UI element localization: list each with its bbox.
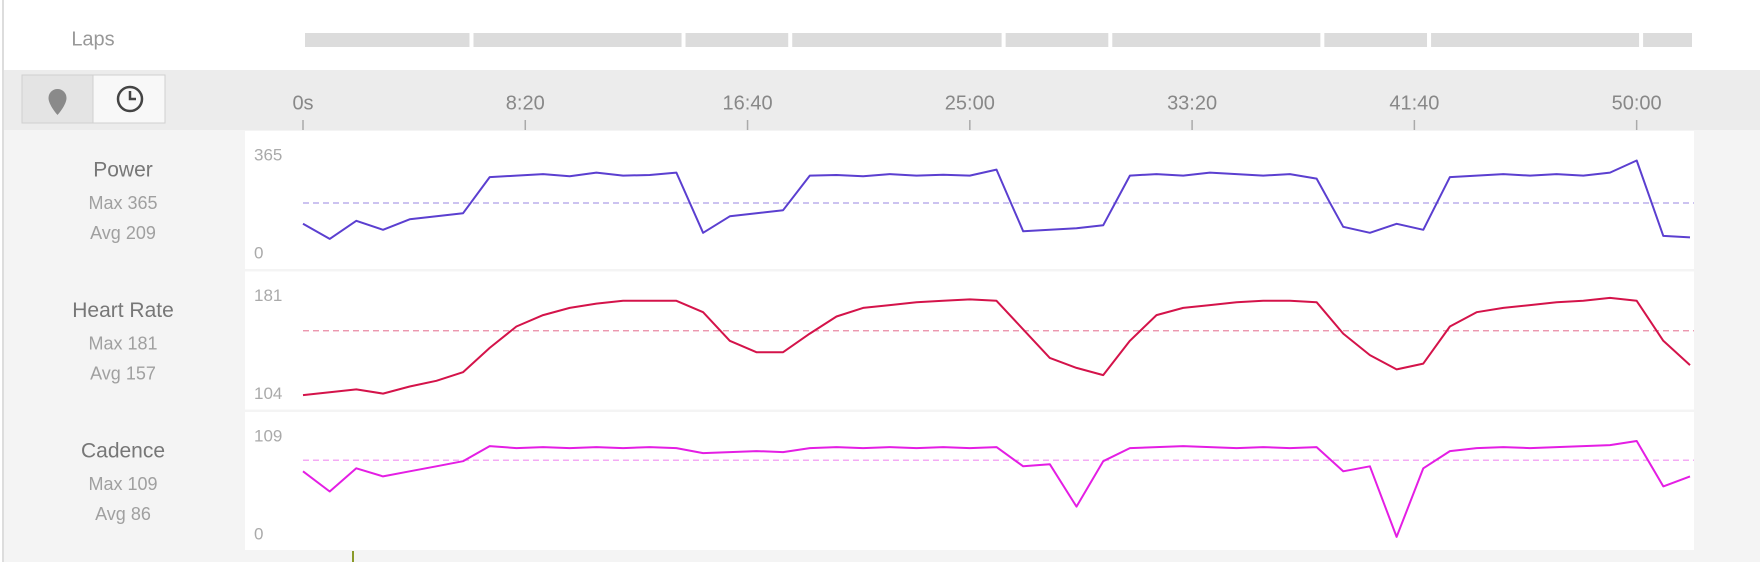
lap-segment [792,33,1002,47]
time-tick-label: 16:40 [723,92,773,114]
stat: Avg 157 [90,363,156,383]
stat-value: 86 [131,504,151,524]
y-tick-label: 181 [254,286,282,305]
lap-segment [1643,33,1692,47]
data-line [302,440,1691,538]
time-tick-label: 25:00 [945,92,995,114]
time-tick-label: 41:40 [1389,92,1439,114]
stat: Max 109 [88,474,157,494]
y-tick-label: 109 [254,426,282,445]
stat-label: Avg [95,504,126,524]
stat-value: 157 [126,363,156,383]
stat-label: Max [88,333,122,353]
stat: Max 365 [88,193,157,213]
plot-panel [245,271,1694,410]
stat-value: 109 [127,474,157,494]
stat-label: Max [88,474,122,494]
y-tick-label: 365 [254,145,282,164]
chart-title: Heart Rate [72,299,174,322]
y-tick-label: 0 [254,524,263,543]
clock-hands [128,91,136,101]
stat-label: Max [88,193,122,213]
lap-segment [473,33,682,47]
lap-segment [1005,33,1109,47]
pin-icon [48,89,67,115]
stat-value: 365 [127,193,157,213]
clock-icon [116,85,144,113]
plot-panel [245,412,1694,550]
stat: Avg 86 [95,504,151,524]
stat-value: 181 [127,333,157,353]
time-tick-label: 50:00 [1612,92,1662,114]
time-tick-label: 33:20 [1167,92,1217,114]
chart-title: Power [93,159,153,182]
lap-segment [305,33,470,47]
time-tick-label: 8:20 [506,92,545,114]
stat: Max 181 [88,333,157,353]
chart-title: Cadence [81,440,165,463]
lap-segment [1431,33,1640,47]
toolbar [4,70,1760,130]
laps-label: Laps [71,28,114,50]
stat-value: 209 [126,223,156,243]
lap-segment [1112,33,1321,47]
data-line [302,296,1691,397]
stat-label: Avg [90,363,121,383]
data-line [302,159,1691,240]
plot-panel [245,131,1694,269]
y-tick-label: 104 [254,384,282,403]
stat-label: Avg [90,223,121,243]
y-tick-label: 0 [254,243,263,262]
stat: Avg 209 [90,223,156,243]
time-tick-label: 0s [292,92,313,114]
lap-segment [1324,33,1428,47]
lap-segment [685,33,789,47]
